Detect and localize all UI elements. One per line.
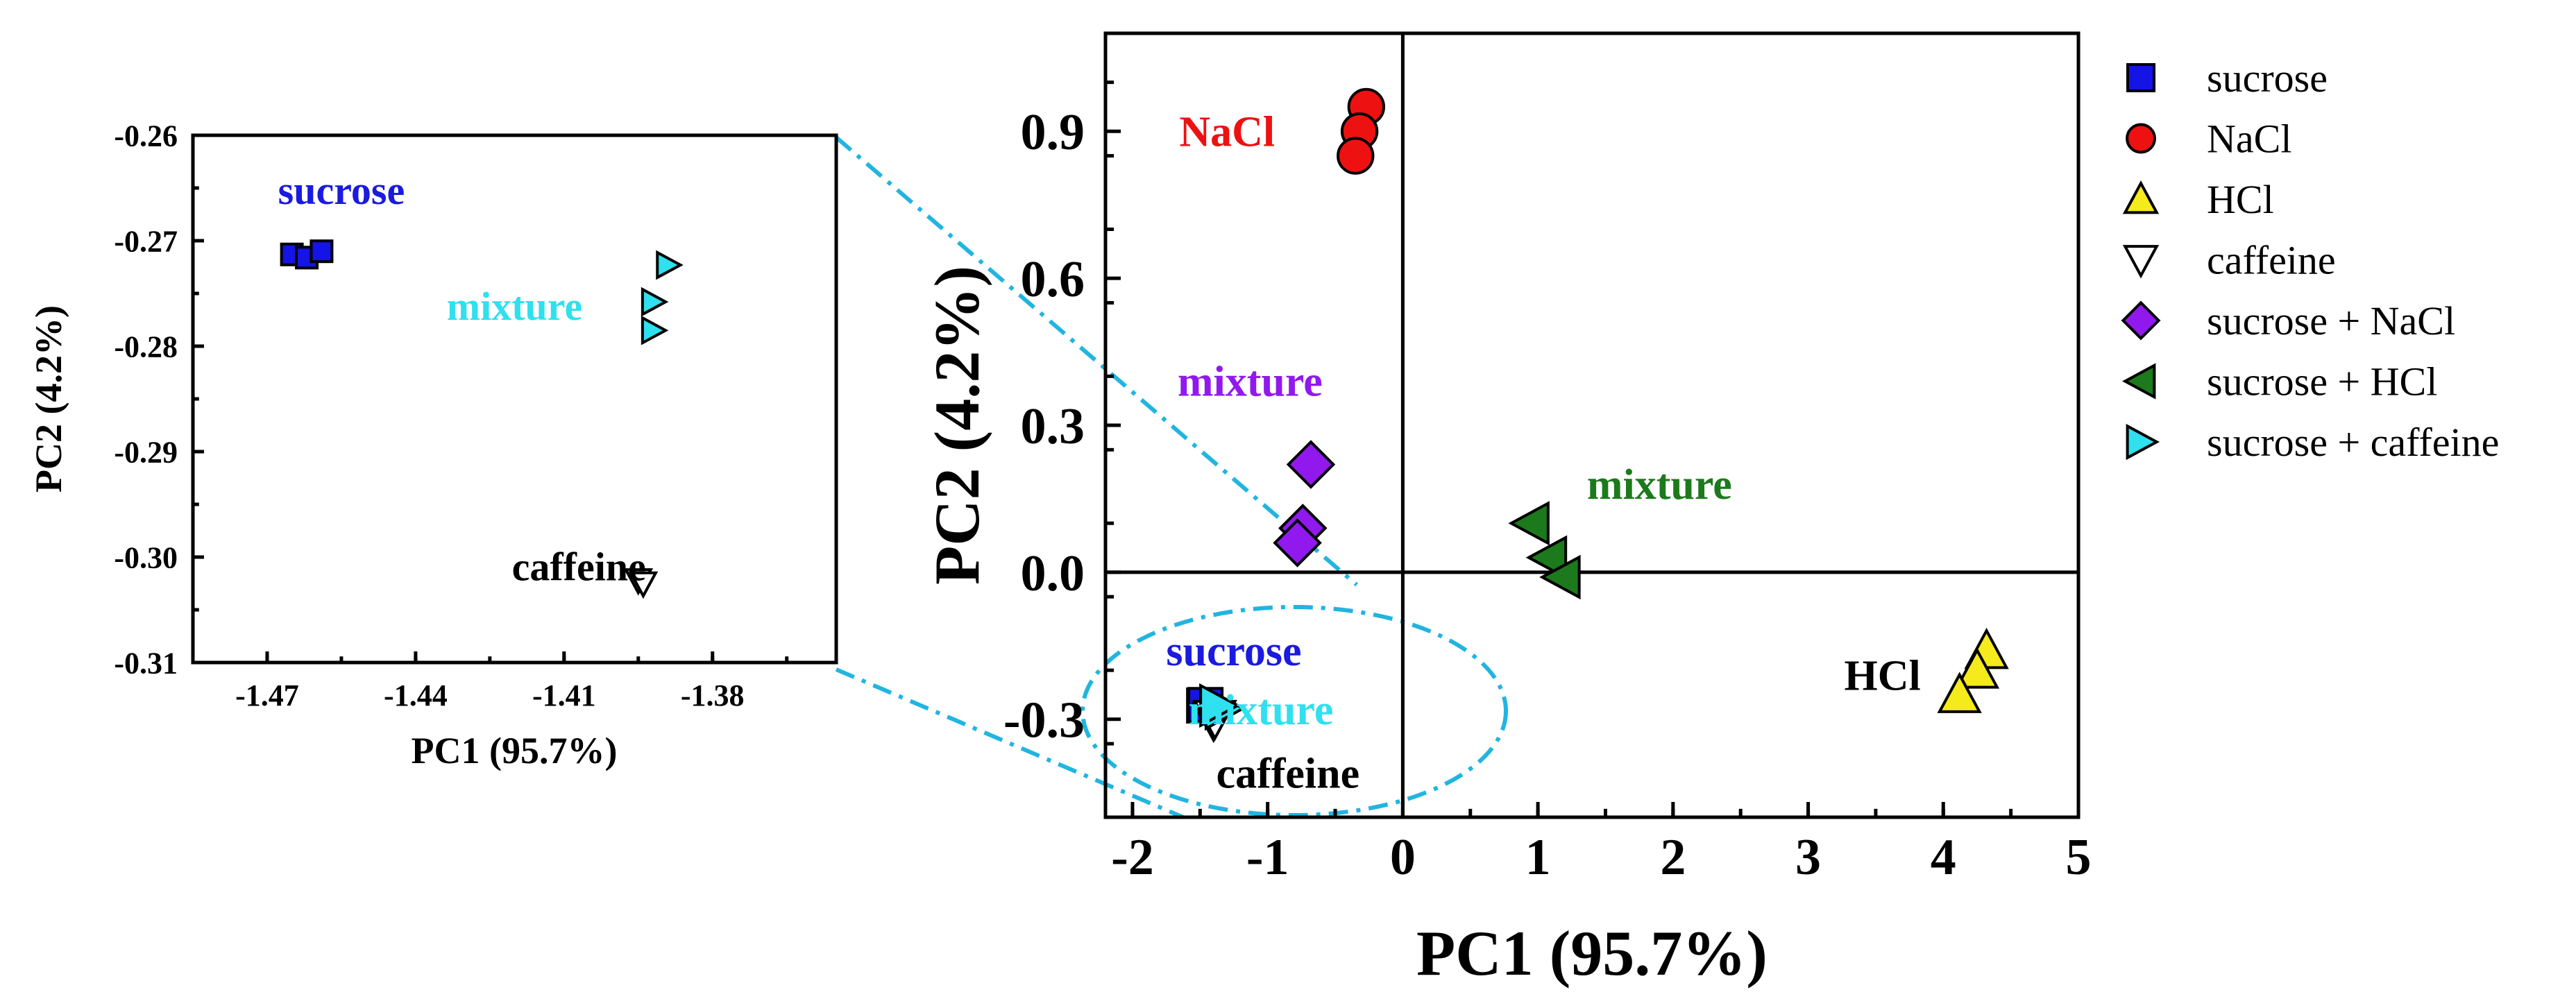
main-x-axis: -2 -1 0 1 2 3 4 5 — [1111, 802, 2092, 886]
main-y-tick-label: 0.3 — [1021, 398, 1085, 455]
legend-label: HCl — [2207, 177, 2274, 222]
legend-label: sucrose — [2207, 55, 2328, 101]
main-chart: -2 -1 0 1 2 3 4 5 0.9 0.6 0.3 0.0 -0.3 NaCl mixture m… — [922, 31, 2092, 989]
main-y-tick-label: 0.0 — [1021, 545, 1085, 602]
inset-x-tick-label: -1.38 — [681, 678, 745, 712]
main-x-axis-title: PC1 (95.7%) — [1416, 918, 1768, 989]
main-x-tick-label: 5 — [2066, 829, 2092, 886]
inset-chart: -1.47 -1.44 -1.41 -1.38 -0.26-0.27-0.28-0.2… — [28, 119, 838, 771]
inset-y-axis-title: PC2 (4.2%) — [28, 305, 69, 493]
main-point-sucrose-hcl — [1539, 554, 1581, 600]
main-y-tick-label: -0.3 — [1003, 692, 1085, 749]
main-point-sucrose-nacl — [1286, 440, 1336, 489]
inset-y-tick-label: -0.30 — [114, 540, 178, 574]
main-x-tick-label: 1 — [1525, 829, 1551, 886]
main-annotation-label: sucrose — [1166, 628, 1301, 675]
inset-x-tick-label: -1.47 — [235, 678, 299, 712]
inset-annotation-label: mixture — [447, 284, 582, 329]
inset-point-sucrose-caffeine — [656, 250, 684, 280]
main-x-tick-label: -1 — [1246, 829, 1289, 886]
main-x-tick-label: 2 — [1660, 829, 1686, 886]
main-x-tick-label: 0 — [1390, 829, 1416, 886]
inset-annotation-label: caffeine — [512, 544, 646, 589]
legend-marker-sucrose-caffeine — [2126, 423, 2160, 461]
inset-y-tick-label: -0.27 — [114, 224, 178, 258]
main-point-sucrose-nacl — [1273, 518, 1322, 567]
inset-x-tick-label: -1.44 — [384, 678, 448, 712]
legend-marker-sucrose-hcl — [2121, 363, 2156, 400]
main-y-axis: 0.9 0.6 0.3 0.0 -0.3 — [1003, 80, 1121, 819]
legend-label: sucrose + caffeine — [2207, 420, 2499, 465]
legend: sucrose NaCl HCl caffeine sucrose + NaCl sucr… — [2121, 55, 2499, 465]
inset-y-tick-label: -0.26 — [114, 119, 178, 153]
main-annotation-label: mixture — [1188, 687, 1333, 734]
main-x-tick-label: -2 — [1111, 829, 1154, 886]
main-annotation-label: HCl — [1845, 652, 1921, 699]
main-y-tick-label: 0.9 — [1021, 104, 1085, 161]
inset-y-tick-label: -0.28 — [114, 330, 178, 364]
main-annotation-label: mixture — [1587, 461, 1732, 509]
main-point-sucrose-hcl — [1508, 501, 1550, 546]
legend-marker-sucrose-nacl — [2121, 300, 2161, 341]
main-annotation-label: NaCl — [1179, 108, 1275, 155]
inset-y-tick-label: -0.29 — [114, 435, 178, 469]
main-point-hcl — [1954, 647, 2000, 689]
zoom-ellipse — [1081, 605, 1508, 817]
inset-point-sucrose-caffeine — [641, 315, 669, 345]
main-y-tick-label: 0.6 — [1021, 251, 1085, 308]
main-data-points — [1186, 87, 2009, 744]
main-point-nacl — [1337, 137, 1375, 175]
inset-data-points — [280, 239, 684, 599]
main-x-tick-label: 3 — [1795, 829, 1821, 886]
main-annotation-label: mixture — [1178, 359, 1323, 406]
inset-annotation-label: sucrose — [278, 168, 405, 213]
legend-marker-sucrose — [2126, 63, 2155, 92]
inset-x-tick-label: -1.41 — [532, 678, 596, 712]
inset-y-tick-label: -0.31 — [114, 646, 178, 680]
inset-x-axis-title: PC1 (95.7%) — [412, 730, 618, 771]
main-y-axis-title: PC2 (4.2%) — [922, 266, 992, 585]
main-point-sucrose-caffeine — [1199, 683, 1241, 728]
legend-label: sucrose + HCl — [2207, 359, 2437, 404]
legend-label: caffeine — [2207, 238, 2336, 283]
main-annotation-label: caffeine — [1217, 751, 1360, 798]
inset-point-caffeine — [628, 571, 659, 599]
zoom-connector-top — [835, 135, 1358, 587]
inset-y-axis: -0.26 -0.27 -0.28 -0.29 -0.30 -0.31 — [114, 119, 204, 680]
legend-label: sucrose + NaCl — [2207, 298, 2455, 343]
legend-marker-hcl — [2122, 180, 2160, 214]
inset-x-axis: -1.47 -1.44 -1.41 -1.38 — [191, 651, 789, 712]
main-point-hcl — [1937, 672, 1982, 713]
main-annotations: NaCl mixture mixture HCl sucrose mixture caffe… — [1166, 108, 1920, 797]
main-point-sucrose-hcl — [1525, 535, 1568, 580]
legend-marker-nacl — [2126, 123, 2156, 154]
inset-annotations: sucrose mixture caffeine — [278, 168, 646, 590]
zoom-callout — [835, 135, 1508, 819]
legend-marker-caffeine — [2122, 245, 2160, 279]
legend-label: NaCl — [2207, 117, 2291, 162]
inset-point-sucrose — [310, 239, 334, 264]
inset-point-sucrose-caffeine — [641, 287, 669, 317]
main-x-tick-label: 4 — [1931, 829, 1956, 886]
